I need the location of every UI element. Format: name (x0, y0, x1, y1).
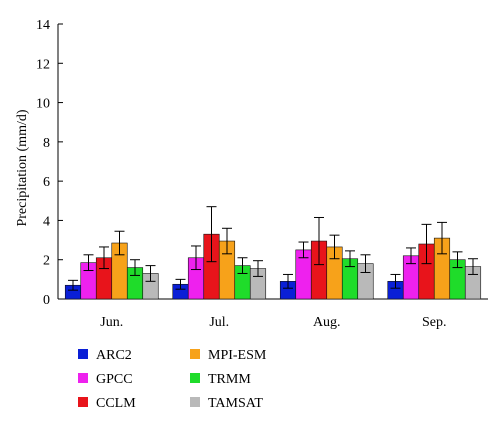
axes: 0 2 4 6 8 10 12 14 Jun. Jul. Aug. Sep. (36, 18, 488, 330)
legend-label: TAMSAT (208, 396, 263, 411)
y-tick-label: 4 (43, 214, 50, 229)
legend-swatch (190, 349, 200, 359)
legend: ARC2 GPCC CCLM MPI-ESM TRMM TAMSAT (78, 348, 267, 411)
x-tick-label: Jun. (100, 315, 123, 330)
y-tick-label: 10 (36, 97, 50, 112)
legend-label: CCLM (96, 396, 136, 411)
error-bars (68, 206, 478, 291)
y-tick-label: 0 (43, 293, 50, 308)
bars (64, 233, 482, 300)
legend-swatch (190, 397, 200, 407)
x-tick-label: Sep. (422, 315, 447, 330)
legend-label: TRMM (208, 372, 251, 387)
y-axis-label: Precipitation (mm/d) (15, 109, 30, 226)
y-tick-label: 12 (36, 57, 50, 72)
y-tick-label: 14 (36, 18, 50, 33)
legend-swatch (78, 349, 88, 359)
legend-swatch (190, 373, 200, 383)
legend-label: GPCC (96, 372, 133, 387)
y-tick-label: 8 (43, 136, 50, 151)
legend-swatch (78, 397, 88, 407)
y-tick-label: 2 (43, 254, 50, 269)
legend-swatch (78, 373, 88, 383)
legend-label: ARC2 (96, 348, 132, 363)
x-tick-label: Aug. (313, 315, 341, 330)
legend-label: MPI-ESM (208, 348, 267, 363)
x-tick-label: Jul. (209, 315, 229, 330)
y-tick-label: 6 (43, 175, 50, 190)
